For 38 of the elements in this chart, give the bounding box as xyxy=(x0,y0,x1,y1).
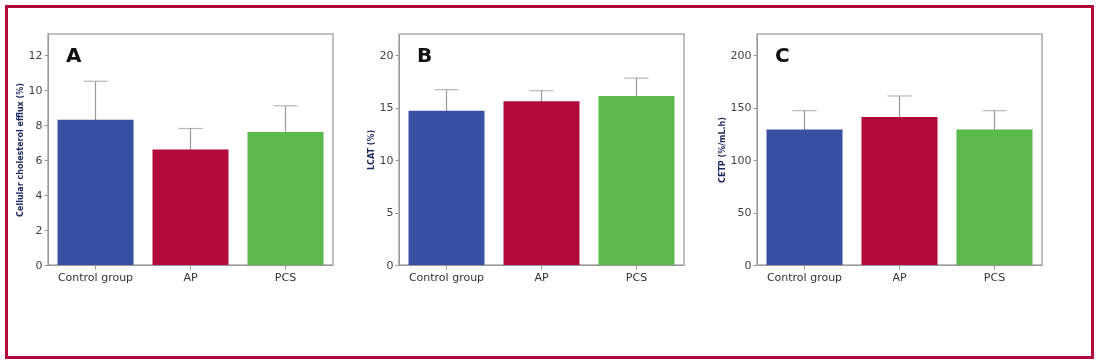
x-tick-label: PCS xyxy=(625,270,648,284)
y-tick-label: 0 xyxy=(744,258,752,272)
y-tick-label: 4 xyxy=(35,188,43,202)
y-tick-label: 200 xyxy=(730,48,752,62)
x-tick-label: PCS xyxy=(983,270,1006,284)
y-tick-label: 0 xyxy=(35,258,43,272)
y-axis-title: CETP (%/mL.h) xyxy=(717,117,727,183)
y-tick-label: 8 xyxy=(35,118,43,132)
x-tick-label: Control group xyxy=(766,270,843,284)
text: B xyxy=(417,43,433,67)
text: C xyxy=(775,43,790,67)
y-tick-label: 2 xyxy=(35,223,43,237)
bar xyxy=(57,119,134,265)
y-tick-label: 100 xyxy=(730,153,752,167)
bar xyxy=(152,149,229,265)
y-tick-label: 0 xyxy=(386,258,394,272)
x-tick-label: AP xyxy=(534,270,549,284)
text: A xyxy=(66,43,82,67)
bar xyxy=(247,132,324,265)
y-tick-label: 15 xyxy=(379,101,394,114)
y-tick-label: 150 xyxy=(730,101,752,114)
x-tick-label: Control group xyxy=(408,270,485,284)
y-axis-title: LCAT (%) xyxy=(366,129,376,171)
y-axis-title: Cellular cholesterol efflux (%) xyxy=(15,83,25,217)
y-tick-label: 12 xyxy=(28,48,43,62)
y-tick-label: 20 xyxy=(379,48,394,62)
bar xyxy=(598,95,675,265)
y-tick-label: 6 xyxy=(35,153,43,167)
y-tick-label: 5 xyxy=(386,206,394,219)
x-tick-label: AP xyxy=(892,270,907,284)
x-tick-label: Control group xyxy=(57,270,134,284)
bar xyxy=(503,101,580,265)
y-tick-label: 50 xyxy=(737,206,752,219)
y-tick-label: 10 xyxy=(379,153,394,167)
x-tick-label: PCS xyxy=(274,270,297,284)
y-tick-label: 10 xyxy=(28,83,43,97)
bar xyxy=(408,110,485,265)
x-tick-label: AP xyxy=(183,270,198,284)
